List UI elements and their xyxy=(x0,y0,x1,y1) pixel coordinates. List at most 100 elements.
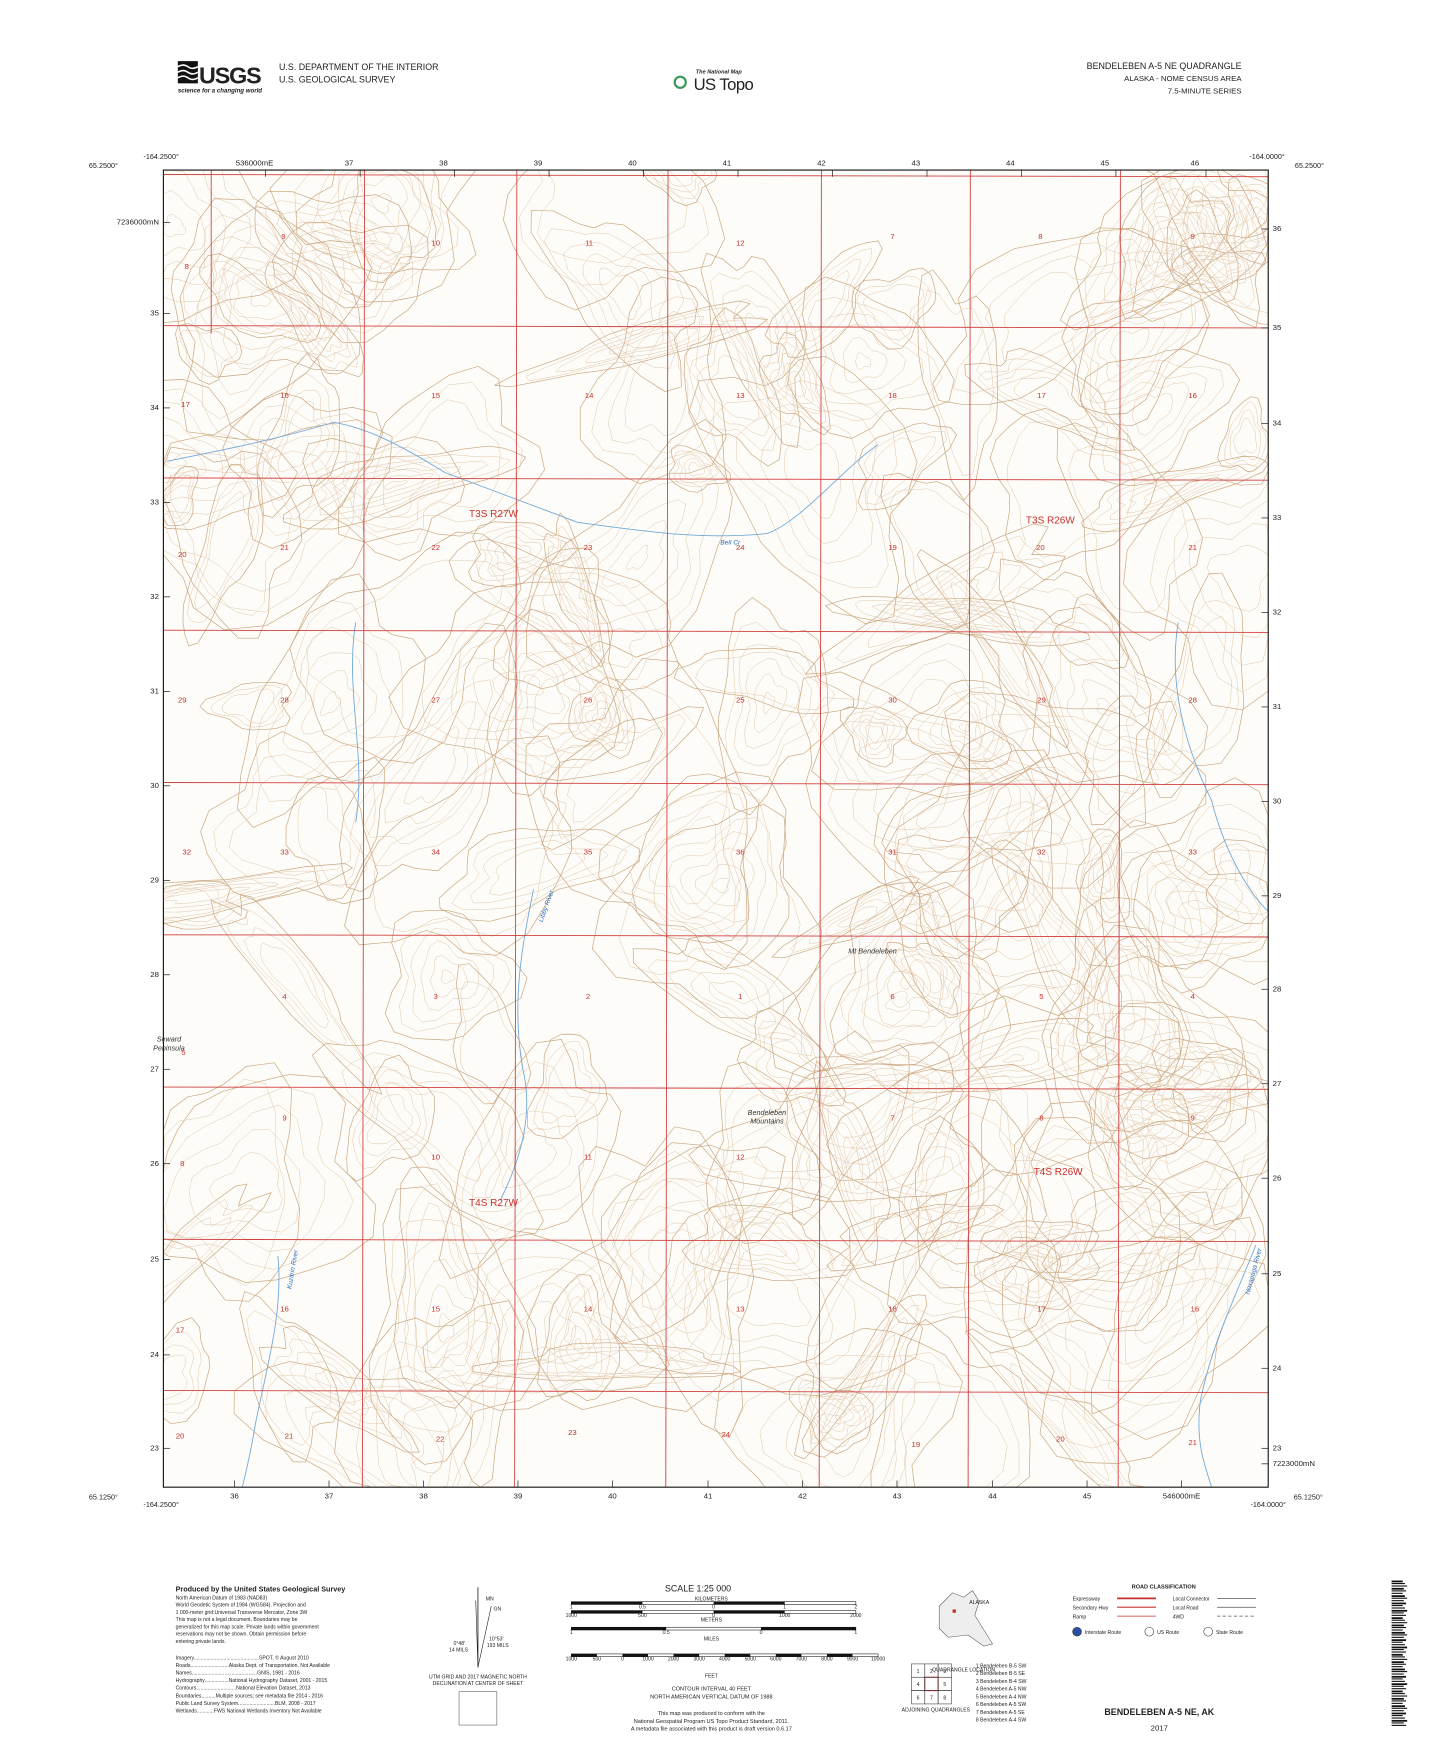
contour-line xyxy=(1040,1252,1261,1449)
contour-line xyxy=(769,353,821,414)
contour-line xyxy=(579,276,727,484)
note-line: entering private lands. xyxy=(176,1639,226,1645)
contour-line xyxy=(533,1041,601,1131)
section-number: 27 xyxy=(431,695,440,704)
contour-line xyxy=(1217,396,1269,472)
contour-line xyxy=(1134,1251,1207,1344)
scale-label: 5000 xyxy=(745,1657,757,1663)
contour-line xyxy=(373,758,554,937)
note-line: reservations may not be shown. Obtain pe… xyxy=(176,1632,307,1638)
section-number: 31 xyxy=(888,848,897,857)
road-type: Local Road xyxy=(1173,1605,1199,1611)
contour-line xyxy=(492,652,566,715)
contour-line xyxy=(342,465,425,519)
contour-line xyxy=(917,687,1004,765)
contour-line xyxy=(326,456,440,530)
contour-line xyxy=(797,671,1072,898)
northing-label: 36 xyxy=(1273,224,1282,233)
contour-line xyxy=(922,611,1004,627)
section-number: 4 xyxy=(1190,992,1195,1001)
contour-line xyxy=(909,959,943,994)
contour-line xyxy=(592,1150,741,1402)
contour-line xyxy=(1175,211,1229,284)
road-type: Ramp xyxy=(1073,1614,1087,1620)
contour-line xyxy=(441,969,456,985)
contour-line xyxy=(736,403,877,564)
us-topo-icon xyxy=(673,75,687,89)
adjoin-number: 7 xyxy=(930,1695,933,1701)
section-number: 20 xyxy=(1036,543,1045,552)
contour-line xyxy=(310,227,361,259)
contour-line xyxy=(425,1284,470,1369)
contour-line xyxy=(917,269,998,501)
contour-line xyxy=(865,724,883,744)
contour-line xyxy=(501,1127,557,1188)
scale-bar-segment xyxy=(761,1627,856,1631)
credit-line: Boundaries..........Multiple sources; se… xyxy=(176,1693,324,1699)
contour-line xyxy=(884,991,911,1012)
contour-line xyxy=(368,1186,540,1465)
barcode-bar xyxy=(1391,1624,1404,1627)
contour-line xyxy=(855,600,1062,643)
contour-line xyxy=(679,847,755,923)
standard-note: A metadata file associated with this pro… xyxy=(631,1727,792,1733)
scale-label: 1000 xyxy=(566,1657,578,1663)
contour-line xyxy=(1085,833,1203,960)
contour-line xyxy=(340,466,461,508)
northing-label: 24 xyxy=(1273,1363,1282,1372)
contour-line xyxy=(980,1220,1100,1283)
contour-line xyxy=(1038,621,1184,773)
contour-line xyxy=(1134,201,1205,294)
contour-line xyxy=(1096,861,1112,893)
contour-line xyxy=(1010,1228,1081,1274)
section-number: 13 xyxy=(736,391,745,400)
contour-line xyxy=(1116,1017,1179,1076)
contour-line xyxy=(1195,198,1229,251)
standard-note: National Geospatial Program US Topo Prod… xyxy=(634,1719,790,1725)
contour-line xyxy=(810,697,1052,873)
contour-line xyxy=(598,773,760,944)
contour-line xyxy=(210,684,284,728)
scale-bar-segment xyxy=(571,1627,667,1631)
contour-line xyxy=(745,1020,839,1097)
contour-line xyxy=(813,1060,891,1266)
adjoin-number: 4 xyxy=(917,1682,920,1688)
contour-line xyxy=(1104,370,1207,466)
contour-line xyxy=(188,1129,301,1233)
barcode-bar xyxy=(1391,1705,1405,1708)
contour-line xyxy=(537,1273,620,1401)
contour-line xyxy=(725,1267,812,1327)
contour-line xyxy=(1142,215,1197,277)
barcode-bar xyxy=(1391,1697,1404,1700)
contour-line xyxy=(892,1018,1119,1094)
barcode-bar xyxy=(1391,1683,1408,1686)
contour-line xyxy=(320,690,342,716)
contour-line xyxy=(953,242,1172,394)
barcode-bar xyxy=(1391,1673,1404,1675)
contour-line xyxy=(1058,603,1125,661)
place-name: Mountains xyxy=(750,1117,784,1126)
barcode xyxy=(1391,1580,1408,1726)
credit-line: Names...................................… xyxy=(176,1671,300,1677)
scale-label: 6000 xyxy=(770,1657,782,1663)
barcode-bar xyxy=(1391,1671,1408,1673)
barcode-bar xyxy=(1391,1719,1408,1722)
section-number: 1 xyxy=(738,992,742,1001)
contour-line xyxy=(311,1040,544,1235)
contour-line xyxy=(864,430,947,505)
scale-label: 1 xyxy=(783,1604,786,1610)
contour-line xyxy=(222,392,384,549)
contour-line xyxy=(1123,204,1208,286)
adjoin-caption: ADJOINING QUADRANGLES xyxy=(902,1708,971,1714)
contour-line xyxy=(532,678,571,732)
contour-line xyxy=(1257,216,1267,227)
contour-line xyxy=(758,332,831,436)
contour-line xyxy=(989,1351,1144,1488)
contour-line xyxy=(299,306,332,342)
contour-line xyxy=(578,1126,755,1439)
contour-line xyxy=(763,691,775,714)
scale-bar-segment xyxy=(775,1653,802,1657)
contour-line xyxy=(441,1256,648,1394)
contour-line xyxy=(608,332,677,355)
contour-line xyxy=(218,268,303,329)
